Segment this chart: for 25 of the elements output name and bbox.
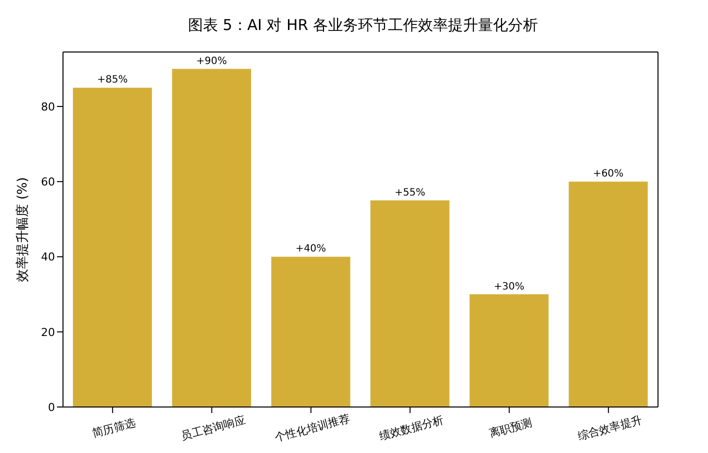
y-tick-label: 80 xyxy=(41,100,55,114)
y-tick-label: 40 xyxy=(41,250,55,264)
x-tick-label: 离职预测 xyxy=(488,416,534,440)
y-axis-title: 效率提升幅度 (%) xyxy=(14,177,31,282)
x-tick-label: 绩效数据分析 xyxy=(378,413,446,443)
bar xyxy=(470,294,549,407)
bar xyxy=(72,88,152,407)
data-label: +85% xyxy=(97,74,128,86)
data-label: +55% xyxy=(394,187,426,198)
bar xyxy=(568,182,648,407)
x-tick-label: 个性化培训推荐 xyxy=(273,412,352,444)
data-label: +90% xyxy=(196,56,227,67)
bar xyxy=(271,256,350,407)
x-tick-label: 简历筛选 xyxy=(91,416,137,440)
data-label: +60% xyxy=(592,168,624,180)
y-tick-label: 0 xyxy=(48,400,55,414)
y-tick-label: 60 xyxy=(41,176,55,189)
bar xyxy=(370,200,450,407)
y-tick-label: 20 xyxy=(41,326,55,339)
x-tick-label: 综合效率提升 xyxy=(576,413,644,443)
x-tick-label: 员工咨询响应 xyxy=(180,413,247,443)
data-label: +30% xyxy=(494,281,524,292)
bar xyxy=(172,68,252,407)
chart-title: 图表 5：AI 对 HR 各业务环节工作效率提升量化分析 xyxy=(186,16,539,35)
data-label: +40% xyxy=(295,244,326,255)
